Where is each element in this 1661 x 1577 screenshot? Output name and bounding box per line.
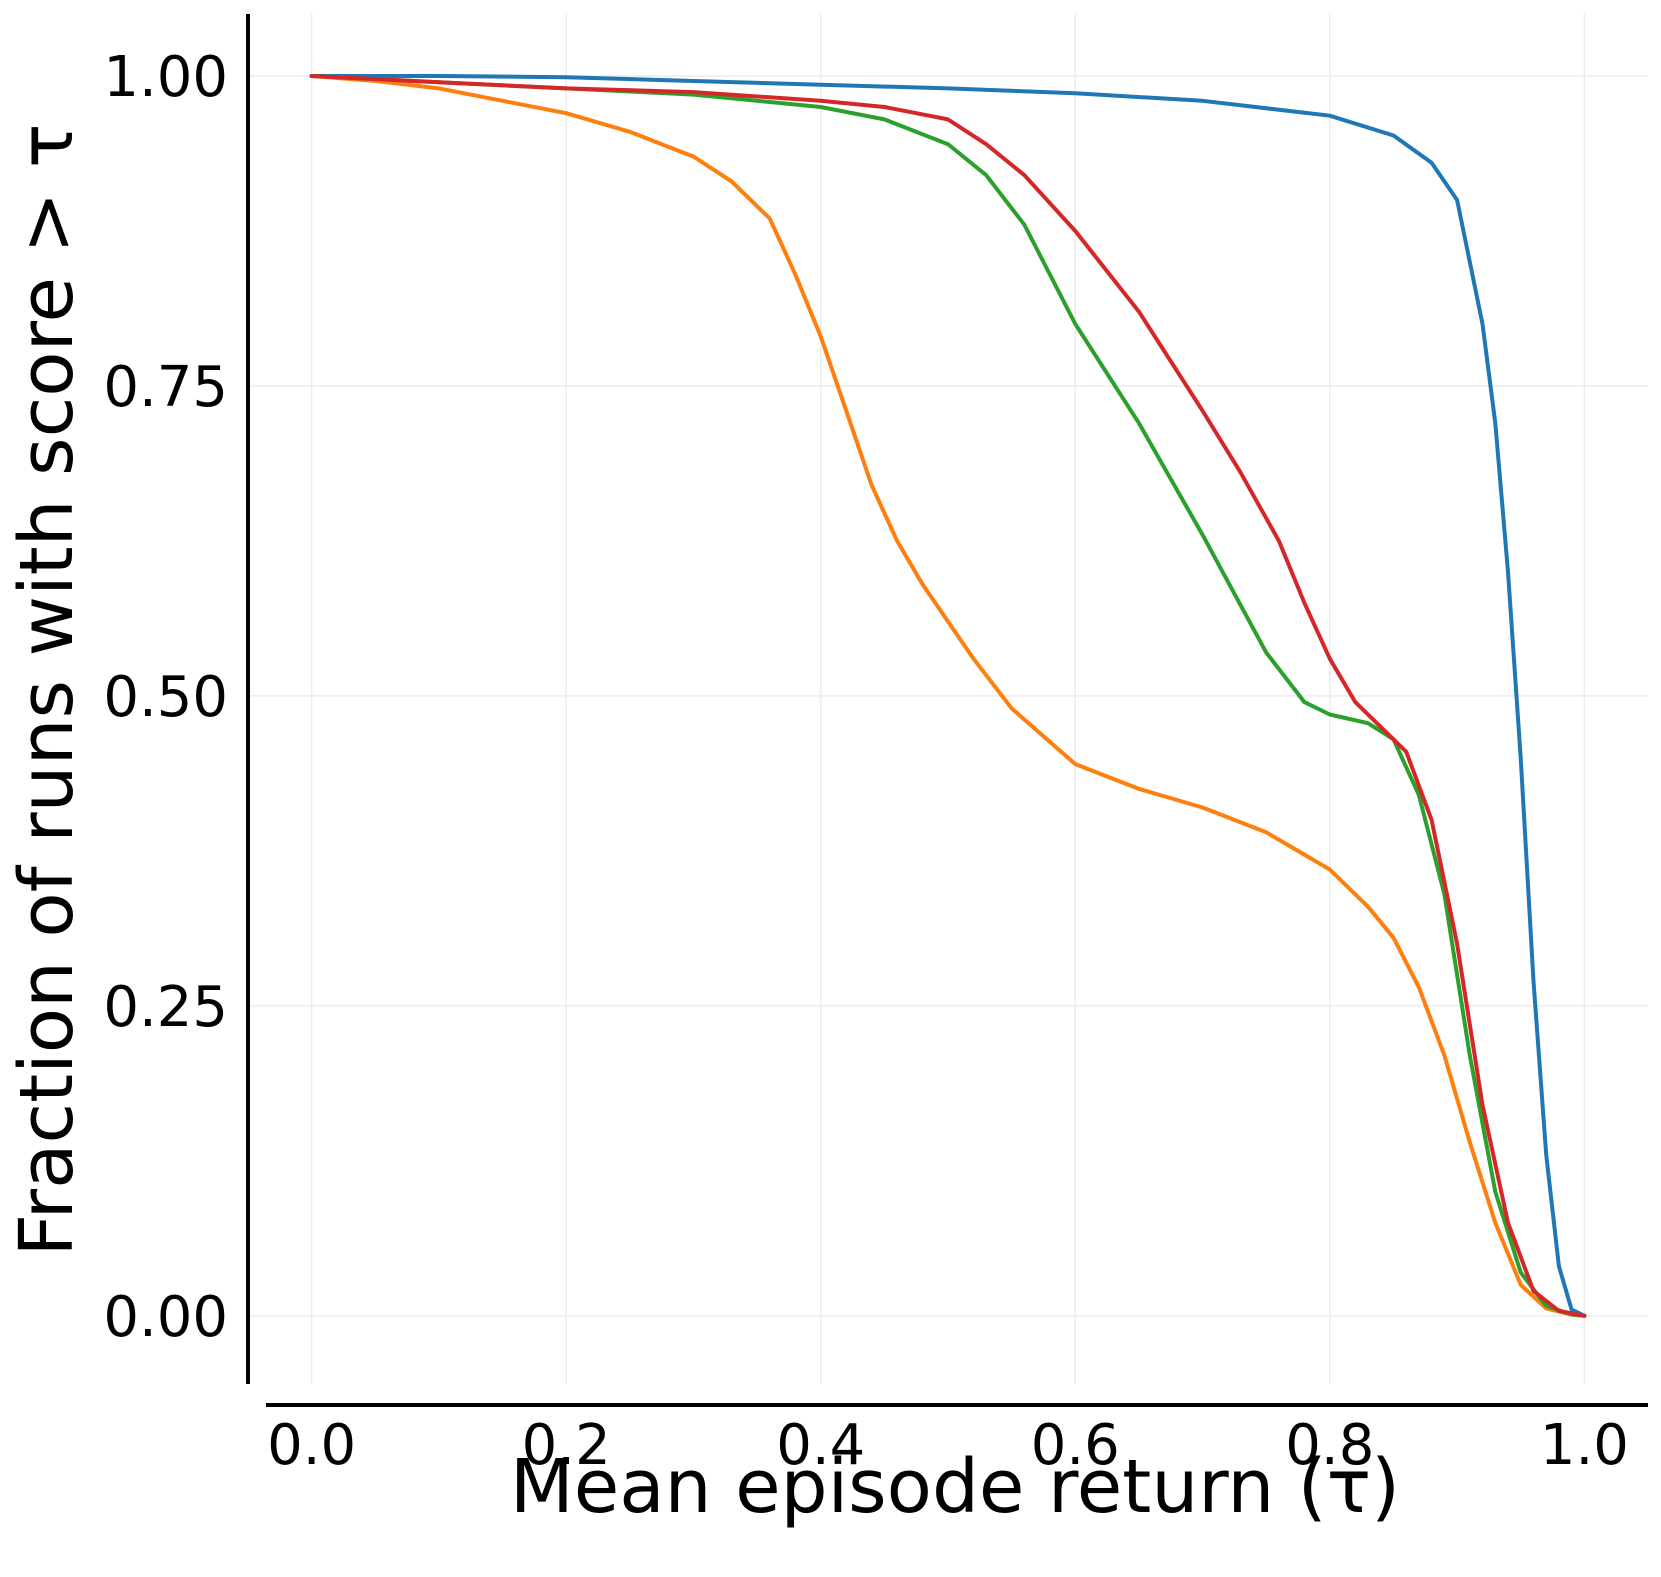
x-tick-label: 1.0 [1540, 1413, 1629, 1478]
series-line-4 [309, 74, 1587, 1318]
series-line-1 [309, 74, 1587, 1318]
x-axis-label: Mean episode return (τ) [510, 1444, 1400, 1530]
y-tick-label: 0.50 [103, 665, 228, 730]
x-tick-label: 0.8 [1285, 1413, 1374, 1478]
grid-lines [248, 14, 1648, 1384]
series-line-3 [309, 74, 1587, 1318]
x-tick-label: 0.2 [522, 1413, 611, 1478]
series-line-2 [309, 74, 1587, 1318]
y-tick-label: 0.25 [103, 975, 228, 1040]
x-tick-label: 0.6 [1031, 1413, 1120, 1478]
x-tick-label: 0.0 [267, 1413, 356, 1478]
x-tick-label: 0.4 [776, 1413, 865, 1478]
x-tick-labels: 0.0 0.2 0.4 0.6 0.8 1.0 [267, 1413, 1629, 1478]
y-axis-label: Fraction of runs with score > τ [4, 123, 90, 1256]
y-tick-labels: 0.00 0.25 0.50 0.75 1.00 [103, 45, 228, 1350]
y-tick-label: 0.75 [103, 355, 228, 420]
y-tick-label: 1.00 [103, 45, 228, 110]
series-lines [309, 74, 1587, 1318]
y-tick-label: 0.00 [103, 1285, 228, 1350]
